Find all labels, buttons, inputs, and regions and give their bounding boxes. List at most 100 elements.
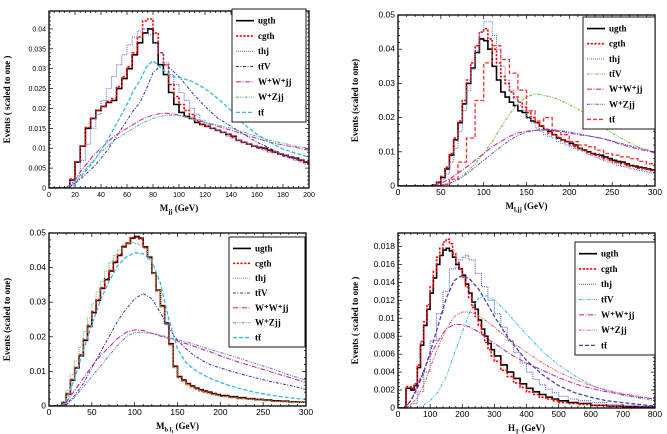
legend-label: thj [609, 54, 620, 64]
legend-label: tt̄ [255, 333, 262, 343]
x-tick-label: 100 [128, 407, 142, 417]
series-line-3 [398, 93, 655, 186]
y-tick-label: 0.02 [32, 106, 46, 113]
x-tick-label: 300 [487, 409, 501, 419]
x-tick-label: 700 [616, 409, 630, 419]
x-tick-label: 120 [199, 192, 211, 199]
x-tick-label: 0 [396, 187, 401, 197]
legend-item: ugth [579, 249, 619, 259]
legend-item: cgth [587, 39, 626, 49]
y-tick-label: 0.018 [374, 241, 396, 251]
y-tick-label: 0.025 [28, 86, 46, 93]
series-line-1 [398, 27, 655, 186]
panel-ht: 0 100 200 300 400 500 600 700 800 0 0.002 0.004 0.00… [350, 232, 662, 434]
legend-label: cgth [258, 31, 275, 41]
y-axis-title: Events ( scaled to one ) [350, 277, 360, 365]
legend-label: cgth [609, 39, 626, 49]
y-tick-label: 0 [390, 403, 395, 413]
x-tick-label: 140 [225, 192, 237, 199]
y-tick-label: 0.01 [378, 146, 395, 156]
y-tick-label: 0.035 [28, 46, 46, 53]
y-tick-label: 0 [42, 186, 46, 193]
series-group [398, 238, 655, 408]
y-tick-label: 0 [390, 181, 395, 191]
x-tick-label: 800 [648, 409, 662, 419]
y-axis-title: Events (scaled to one) [350, 59, 360, 142]
legend-item: tt̄V [587, 69, 622, 79]
series-line-3 [49, 293, 306, 406]
legend-item: W⁺W⁺jj [587, 84, 643, 94]
y-tick-label: 0.002 [374, 385, 396, 395]
y-tick-label: 0.02 [29, 331, 46, 341]
legend-item: cgth [579, 264, 618, 274]
x-tick-label: 250 [605, 187, 619, 197]
y-tick-label: 0.004 [374, 367, 396, 377]
x-tick-label: 200 [213, 407, 227, 417]
legend-item: ugth [233, 243, 273, 253]
legend-box [582, 16, 656, 130]
x-tick-label: 200 [303, 192, 315, 199]
x-tick-label: 0 [47, 192, 51, 199]
x-tick-label: 150 [519, 187, 533, 197]
series-line-4 [49, 112, 309, 188]
legend-item: tt̄ [587, 114, 616, 124]
legend-label: W⁺Zjj [255, 318, 281, 328]
series-line-2 [49, 242, 306, 406]
y-tick-label: 0.04 [32, 26, 46, 33]
y-tick-label: 0.05 [378, 10, 395, 20]
x-tick-label: 50 [87, 407, 97, 417]
legend-item: tt̄V [236, 62, 271, 72]
x-tick-label: 60 [123, 192, 131, 199]
series-line-4 [398, 323, 655, 408]
legend-item: tt̄V [579, 295, 614, 305]
legend: ugth cgth thj tt̄V W⁺W⁺jj W⁺Zjj tt̄ [582, 16, 656, 130]
y-tick-label: 0.02 [378, 112, 395, 122]
legend-label: W⁺Zjj [609, 99, 635, 109]
legend-label: W⁺W⁺jj [255, 303, 289, 313]
x-axis-title: HT (GeV) [508, 423, 545, 434]
y-tick-label: 0.01 [378, 313, 395, 323]
series-line-5 [49, 332, 306, 406]
legend-label: tt̄V [601, 295, 614, 305]
legend-item: W⁺Zjj [233, 318, 281, 328]
y-tick-label: 0.04 [378, 44, 395, 54]
legend-item: thj [236, 46, 269, 56]
x-tick-label: 0 [47, 407, 52, 417]
legend-label: ugth [258, 16, 276, 26]
legend-label: cgth [601, 264, 618, 274]
x-tick-label: 200 [455, 409, 469, 419]
y-tick-label: 0.015 [28, 126, 46, 133]
x-axis-title: Ml,jj (GeV) [505, 201, 547, 214]
legend-item: cgth [233, 258, 272, 268]
y-tick-label: 0.006 [374, 349, 396, 359]
y-axis-title: Events ( scaled to one ) [2, 56, 12, 144]
series-group [398, 21, 655, 186]
series-line-5 [49, 114, 309, 188]
x-tick-label: 300 [648, 187, 662, 197]
legend-item: thj [587, 54, 620, 64]
x-tick-label: 200 [562, 187, 576, 197]
y-tick-label: 0.016 [374, 259, 396, 269]
legend-item: W⁺Zjj [579, 325, 627, 335]
legend: ugth cgth thj tt̄V W⁺W⁺jj W⁺Zjj tt̄ [228, 236, 306, 348]
legend: ugth cgth thj tt̄V W⁺W⁺jj W⁺Zjj tt̄ [574, 241, 656, 356]
y-tick-label: 0.04 [29, 262, 46, 272]
x-tick-label: 250 [256, 407, 270, 417]
legend-label: tt̄ [609, 114, 616, 124]
legend-label: tt̄V [255, 288, 268, 298]
panel-mjj: 0 20 40 60 80 100 120 140 160 180 200 0 0.005 0.01 0.0… [2, 8, 315, 216]
legend-item: thj [233, 273, 266, 283]
series-line-0 [398, 247, 655, 408]
y-tick-label: 0.03 [29, 297, 46, 307]
legend-item: W⁺Zjj [587, 99, 635, 109]
x-tick-label: 100 [477, 187, 491, 197]
y-axis-title: Events (scaled to one) [2, 278, 12, 361]
series-line-3 [398, 295, 655, 408]
legend-label: tt̄V [258, 62, 271, 72]
legend-item: ugth [236, 16, 276, 26]
x-tick-label: 180 [277, 192, 289, 199]
legend-item: thj [579, 279, 612, 289]
x-tick-label: 40 [97, 192, 105, 199]
y-tick-label: 0.03 [32, 66, 46, 73]
